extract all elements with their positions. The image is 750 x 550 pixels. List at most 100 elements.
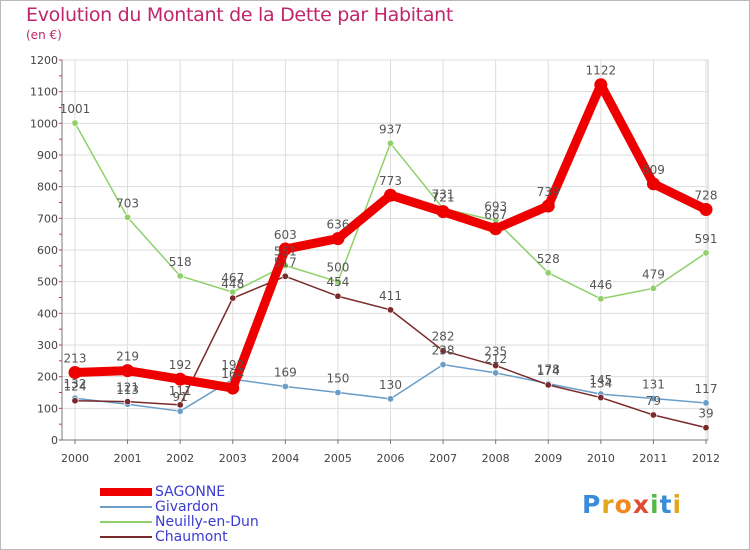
y-tick-label: 1200 <box>30 54 58 67</box>
x-tick-label: 2011 <box>639 452 667 465</box>
data-point-givardon <box>176 407 184 415</box>
data-point-sagonne <box>436 205 450 219</box>
data-label-chaumont: 134 <box>589 377 612 391</box>
data-label-givardon: 150 <box>326 372 349 386</box>
data-label-givardon: 178 <box>537 363 560 377</box>
data-label-neuilly-en-dun: 500 <box>326 261 349 275</box>
data-label-chaumont: 235 <box>484 345 507 359</box>
data-point-chaumont <box>386 306 394 314</box>
data-label-givardon: 130 <box>379 378 402 392</box>
data-point-sagonne <box>594 78 608 92</box>
chart-subtitle: (en €) <box>26 28 62 42</box>
data-point-neuilly-en-dun <box>176 272 184 280</box>
data-label-neuilly-en-dun: 518 <box>169 255 192 269</box>
data-label-sagonne: 721 <box>432 191 455 205</box>
data-label-givardon: 145 <box>589 373 612 387</box>
data-label-sagonne: 603 <box>274 228 297 242</box>
data-point-neuilly-en-dun <box>71 119 79 127</box>
data-label-neuilly-en-dun: 1001 <box>60 102 91 116</box>
data-point-chaumont <box>702 424 710 432</box>
data-label-chaumont: 79 <box>646 394 661 408</box>
data-label-chaumont: 411 <box>379 289 402 303</box>
data-label-givardon: 131 <box>642 378 665 392</box>
y-tick-label: 800 <box>37 181 58 194</box>
data-label-givardon: 238 <box>432 344 455 358</box>
y-tick-label: 300 <box>37 339 58 352</box>
data-point-sagonne <box>68 366 82 380</box>
data-point-givardon <box>386 395 394 403</box>
y-tick-label: 400 <box>37 307 58 320</box>
y-tick-label: 1000 <box>30 117 58 130</box>
legend-swatch-chaumont <box>100 536 152 538</box>
data-point-chaumont <box>544 381 552 389</box>
data-label-sagonne: 192 <box>169 358 192 372</box>
legend: SAGONNE Givardon Neuilly-en-Dun Chaumont <box>100 485 259 545</box>
legend-item-sagonne: SAGONNE <box>100 485 259 500</box>
x-tick-label: 2003 <box>219 452 247 465</box>
data-label-sagonne: 739 <box>537 185 560 199</box>
data-point-givardon <box>492 369 500 377</box>
data-label-givardon: 132 <box>64 377 87 391</box>
data-label-chaumont: 517 <box>274 255 297 269</box>
data-label-neuilly-en-dun: 591 <box>695 232 718 246</box>
data-label-neuilly-en-dun: 551 <box>274 245 297 259</box>
data-point-neuilly-en-dun <box>334 278 342 286</box>
legend-label-neuilly-en-dun: Neuilly-en-Dun <box>155 514 259 530</box>
x-tick-label: 2010 <box>587 452 615 465</box>
data-label-chaumont: 282 <box>432 330 455 344</box>
legend-label-chaumont: Chaumont <box>155 529 228 545</box>
data-point-chaumont <box>176 401 184 409</box>
data-point-givardon <box>334 388 342 396</box>
data-point-chaumont <box>649 411 657 419</box>
data-point-neuilly-en-dun <box>702 249 710 257</box>
legend-item-givardon: Givardon <box>100 500 259 515</box>
data-label-neuilly-en-dun: 703 <box>116 196 139 210</box>
data-point-sagonne <box>121 364 135 378</box>
data-label-sagonne: 219 <box>116 350 139 364</box>
data-label-givardon: 212 <box>484 352 507 366</box>
data-point-sagonne <box>646 177 660 191</box>
data-label-givardon: 192 <box>221 358 244 372</box>
x-tick-label: 2000 <box>61 452 89 465</box>
data-label-chaumont: 121 <box>116 381 139 395</box>
x-tick-label: 2001 <box>114 452 142 465</box>
data-point-givardon <box>649 395 657 403</box>
data-label-chaumont: 111 <box>169 384 192 398</box>
y-tick-label: 900 <box>37 149 58 162</box>
legend-swatch-givardon <box>100 506 152 508</box>
legend-label-sagonne: SAGONNE <box>155 484 226 500</box>
legend-swatch-sagonne <box>100 488 152 496</box>
data-point-sagonne <box>173 372 187 386</box>
chart-title: Evolution du Montant de la Dette par Hab… <box>26 4 454 26</box>
data-point-chaumont <box>334 292 342 300</box>
legend-swatch-neuilly-en-dun <box>100 521 152 523</box>
x-tick-label: 2002 <box>166 452 194 465</box>
data-point-neuilly-en-dun <box>386 139 394 147</box>
data-point-neuilly-en-dun <box>124 213 132 221</box>
data-label-neuilly-en-dun: 528 <box>537 252 560 266</box>
y-tick-label: 1100 <box>30 86 58 99</box>
data-point-neuilly-en-dun <box>544 269 552 277</box>
data-label-chaumont: 124 <box>64 380 87 394</box>
data-point-givardon <box>439 361 447 369</box>
y-tick-label: 0 <box>51 434 58 447</box>
data-point-sagonne <box>489 222 503 236</box>
data-label-sagonne: 728 <box>695 188 718 202</box>
data-point-neuilly-en-dun <box>597 295 605 303</box>
legend-item-chaumont: Chaumont <box>100 530 259 545</box>
data-label-sagonne: 1122 <box>586 64 617 78</box>
data-label-givardon: 169 <box>274 365 297 379</box>
data-label-neuilly-en-dun: 937 <box>379 122 402 136</box>
data-point-sagonne <box>699 202 713 216</box>
data-point-chaumont <box>124 398 132 406</box>
data-point-sagonne <box>278 242 292 256</box>
data-label-sagonne: 667 <box>484 208 507 222</box>
data-label-neuilly-en-dun: 693 <box>484 200 507 214</box>
data-label-neuilly-en-dun: 731 <box>432 188 455 202</box>
y-tick-label: 500 <box>37 276 58 289</box>
data-label-neuilly-en-dun: 467 <box>221 271 244 285</box>
data-point-sagonne <box>226 381 240 395</box>
data-point-sagonne <box>331 232 345 246</box>
data-label-chaumont: 454 <box>326 275 349 289</box>
